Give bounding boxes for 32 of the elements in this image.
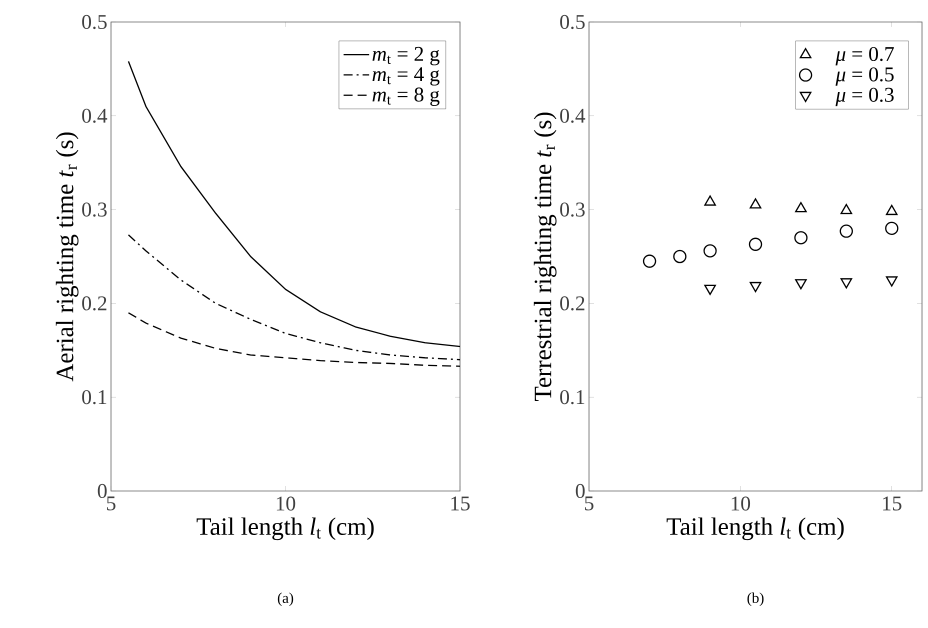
y-tick-label: 0.3 xyxy=(82,202,107,217)
line-series xyxy=(128,312,460,367)
legend-label: m$_{t}$ = 2 g xyxy=(372,46,440,66)
y-tick-label: 0.5 xyxy=(82,14,107,30)
legend-label: μ = 0.3 xyxy=(836,88,894,106)
text: (a) xyxy=(278,592,294,606)
y-tick-label: 0 xyxy=(98,484,107,498)
y-tick-label: 0.1 xyxy=(82,390,106,404)
legend-label: μ = 0.7 xyxy=(836,46,894,66)
x-tick-label: 10 xyxy=(732,496,750,511)
y-tick-label: 0 xyxy=(576,484,585,498)
y-tick-label: 0.4 xyxy=(82,108,108,123)
y-tick-label: 0.3 xyxy=(560,202,585,217)
y-axis-title: Terrestrial righting time t$_{r}$ (s) xyxy=(534,112,556,402)
y-tick-label: 0.2 xyxy=(560,296,584,310)
x-tick-label: 5 xyxy=(106,496,116,510)
line-series xyxy=(128,234,460,360)
text: (b) xyxy=(747,592,764,606)
y-tick-label: 0.4 xyxy=(560,108,586,123)
y-tick-label: 0.1 xyxy=(560,390,584,404)
x-tick-label: 5 xyxy=(585,496,594,510)
x-tick-label: 10 xyxy=(276,496,296,511)
x-axis-title: Tail length l$_{t}$ (cm) xyxy=(666,517,844,540)
y-axis-title: Aerial righting time t$_{r}$ (s) xyxy=(56,132,78,382)
x-axis-title: Tail length l$_{t}$ (cm) xyxy=(196,517,374,540)
x-tick-label: 15 xyxy=(883,496,902,511)
x-tick-label: 15 xyxy=(451,496,470,511)
legend-label: m$_{t}$ = 4 g xyxy=(372,67,440,86)
legend-label: μ = 0.5 xyxy=(836,67,894,86)
legend-label: m$_{t}$ = 8 g xyxy=(372,88,440,106)
y-tick-label: 0.5 xyxy=(560,14,585,30)
y-tick-label: 0.2 xyxy=(82,296,106,310)
